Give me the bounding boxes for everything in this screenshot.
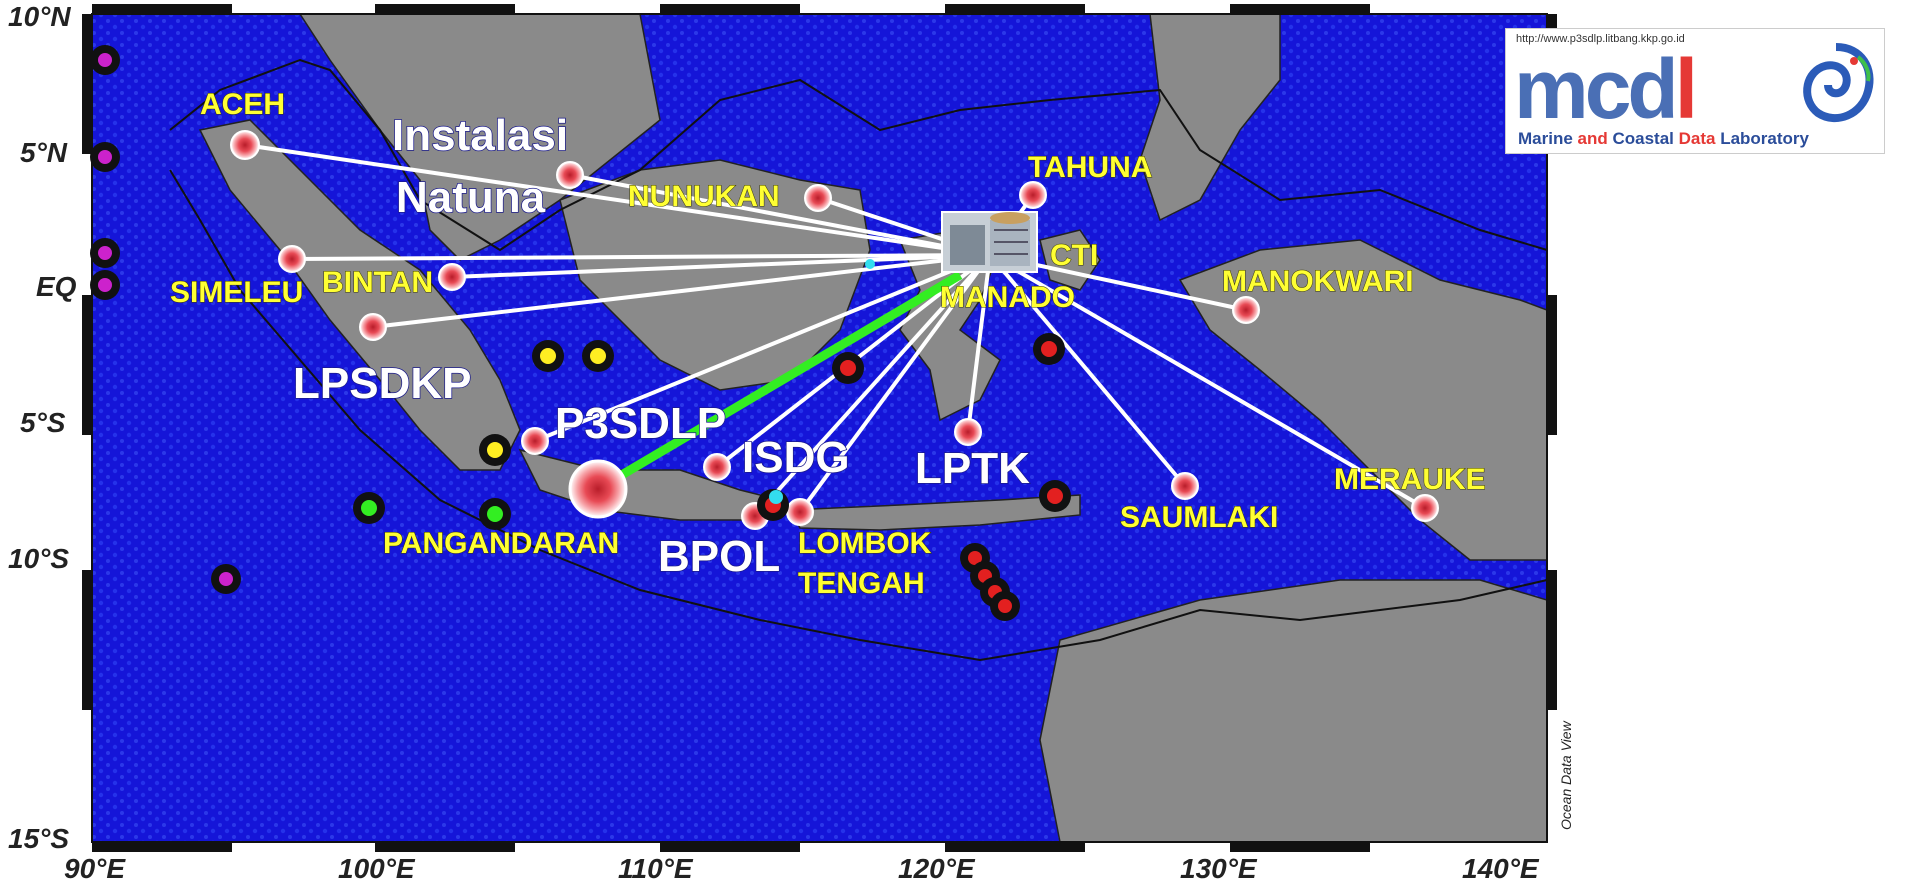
lon-tick-120e: 120°E — [898, 853, 976, 884]
station-marker-tahuna — [1019, 181, 1047, 209]
station-marker-manokwari — [1232, 296, 1260, 324]
map-border — [82, 4, 1557, 852]
station-marker-aceh — [230, 130, 260, 160]
logo-swirl-icon — [1803, 43, 1874, 122]
label-p3sdlp: P3SDLP — [555, 399, 726, 448]
logo-word-main: mcd — [1514, 42, 1679, 136]
label-manokwari: MANOKWARI — [1222, 265, 1414, 298]
label-tengah: TENGAH — [798, 567, 925, 600]
lon-tick-140e: 140°E — [1462, 853, 1540, 884]
link-lptk — [966, 254, 992, 433]
label-merauke: MERAUKE — [1334, 463, 1486, 496]
label-lpsdkp: LPSDKP — [293, 359, 471, 408]
land-new-guinea — [1178, 239, 1548, 561]
link-bpol — [753, 253, 992, 518]
link-merauke — [988, 253, 1427, 510]
link-bintan — [451, 253, 991, 279]
buoy-markers — [90, 45, 1071, 621]
logo-tagline: Marine and Coastal Data Laboratory — [1518, 129, 1809, 149]
link-lpsdkp — [372, 253, 991, 329]
buoy-cyan-2 — [865, 259, 875, 269]
station-marker-lombok — [786, 498, 814, 526]
land-philippines — [1139, 13, 1281, 222]
station-marker-merauke — [1411, 494, 1439, 522]
station-marker-lpsdkp — [359, 313, 387, 341]
lon-tick-130e: 130°E — [1180, 853, 1258, 884]
station-marker-pelabuhan-ratu — [568, 459, 628, 519]
station-marker-simeleu — [278, 245, 306, 273]
lat-tick-15s: 15°S — [8, 823, 69, 854]
label-lptk: LPTK — [915, 444, 1030, 493]
label-manado: MANADO — [940, 281, 1075, 314]
station-marker-isdg — [703, 453, 731, 481]
mcdl-logo: http://www.p3sdlp.litbang.kkp.go.id mcdl… — [1505, 28, 1885, 154]
facility-labels: Instalasi Natuna LPSDKP P3SDLP ISDG LPTK… — [292, 110, 1031, 582]
tagline-laboratory: Laboratory — [1720, 129, 1809, 148]
label-bintan: BINTAN — [322, 266, 433, 299]
link-simeleu — [291, 253, 991, 261]
label-pangandaran: PANGANDARAN — [383, 527, 619, 560]
tagline-data: Data — [1678, 129, 1721, 148]
land-lesser-sunda — [788, 494, 1081, 531]
station-marker-p3sdlp — [521, 427, 549, 455]
label-bpol: BPOL — [658, 532, 780, 581]
odv-credit: Ocean Data View — [1558, 720, 1574, 830]
link-aceh — [244, 143, 991, 257]
tagline-coastal: Coastal — [1612, 129, 1679, 148]
lat-tick-5n: 5°N — [20, 137, 68, 168]
station-marker-nunukan-north — [556, 161, 584, 189]
latitude-axis: 10°N 5°N EQ 5°S 10°S 15°S — [8, 1, 77, 854]
label-instalasi: Instalasi — [392, 111, 568, 160]
link-lombok — [798, 253, 992, 514]
logo-word-accent: l — [1674, 42, 1698, 136]
longitude-axis: 90°E 100°E 110°E 120°E 130°E 140°E — [64, 853, 1540, 884]
label-lombok: LOMBOK — [798, 527, 932, 560]
lat-tick-eq: EQ — [36, 271, 77, 302]
label-simeleu: SIMELEU — [170, 276, 303, 309]
central-hub-image — [941, 211, 1038, 273]
connection-lines — [244, 143, 1427, 518]
tagline-marine: Marine — [1518, 129, 1578, 148]
label-nunukan: NUNUKAN — [628, 180, 780, 213]
link-p3sdlp — [534, 253, 991, 443]
lon-tick-110e: 110°E — [618, 853, 694, 884]
label-saumlaki: SAUMLAKI — [1120, 501, 1278, 534]
link-saumlaki — [988, 253, 1187, 488]
green-link-main — [595, 271, 963, 493]
logo-url: http://www.p3sdlp.litbang.kkp.go.id — [1516, 33, 1685, 45]
logo-wordmark: mcdl — [1514, 42, 1698, 136]
lat-tick-5s: 5°S — [20, 407, 66, 438]
lat-tick-10n: 10°N — [8, 1, 71, 32]
lon-tick-100e: 100°E — [338, 853, 416, 884]
lon-tick-90e: 90°E — [64, 853, 126, 884]
tagline-and: and — [1577, 129, 1613, 148]
label-isdg: ISDG — [742, 433, 850, 482]
lat-tick-10s: 10°S — [8, 543, 69, 574]
station-marker-saumlaki — [1171, 472, 1199, 500]
station-marker-bintan — [438, 263, 466, 291]
station-marker-nunukan — [804, 184, 832, 212]
label-aceh: ACEH — [200, 88, 285, 121]
label-natuna: Natuna — [396, 173, 546, 222]
buoy-cyan-1 — [769, 490, 783, 504]
label-cti: CTI — [1050, 239, 1098, 272]
eez-boundary — [169, 58, 1548, 662]
station-labels: ACEH SIMELEU BINTAN NUNUKAN TAHUNA CTI M… — [170, 88, 1487, 601]
station-marker-lptk — [954, 418, 982, 446]
link-nunukan — [569, 173, 991, 257]
red-stations — [230, 130, 1439, 530]
label-tahuna: TAHUNA — [1028, 151, 1152, 184]
